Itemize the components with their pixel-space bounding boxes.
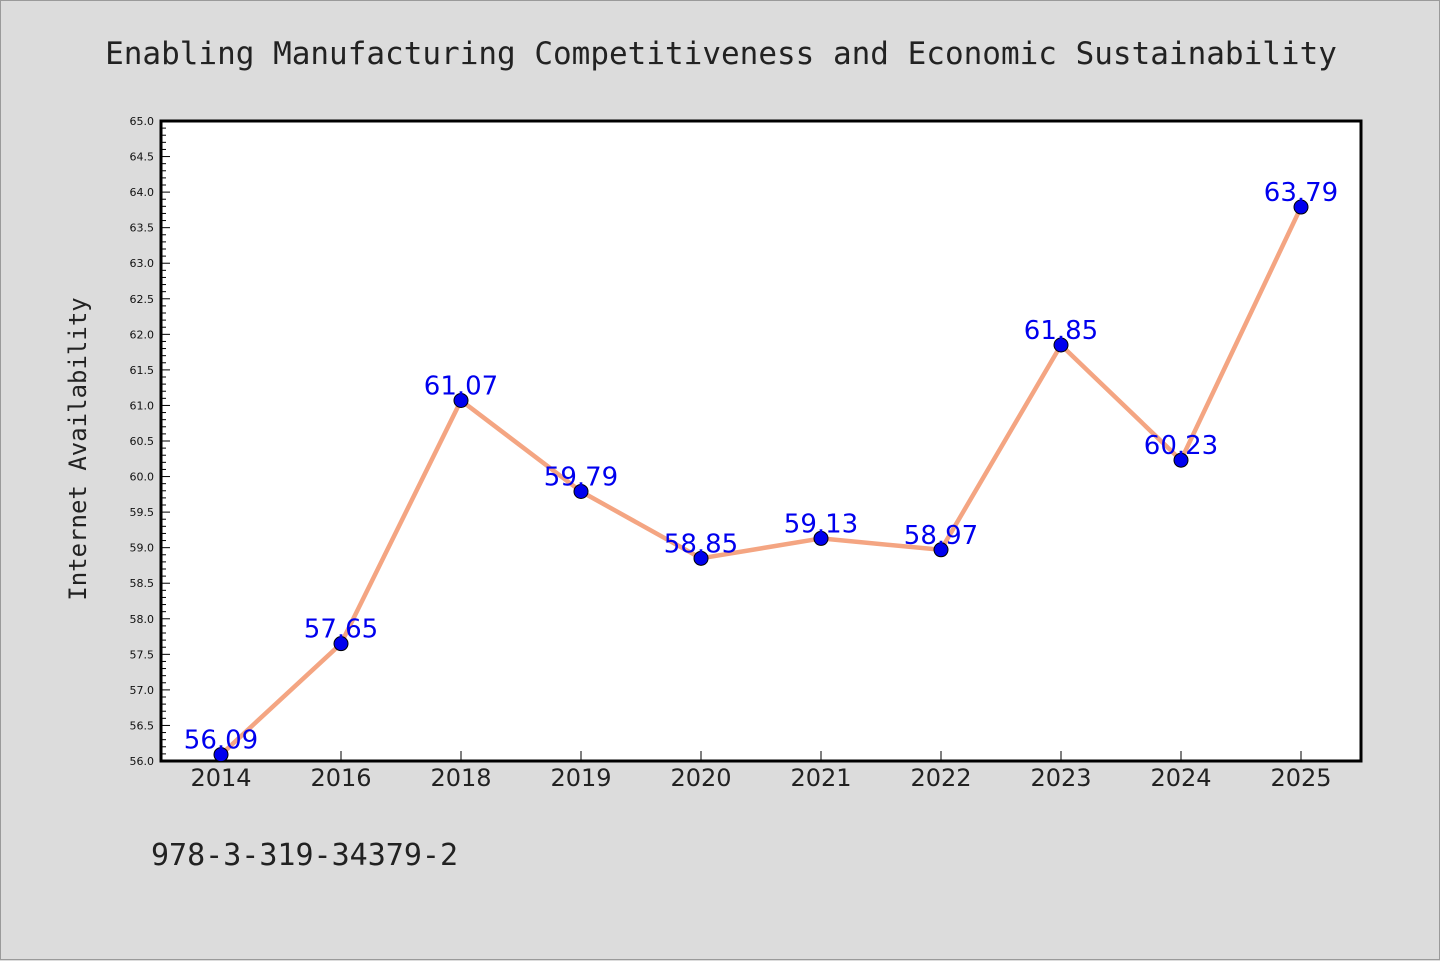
data-label: 56.09 (184, 726, 258, 756)
y-tick-label: 57.0 (130, 684, 155, 697)
data-point (573, 483, 589, 499)
data-point (693, 550, 709, 566)
y-tick-label: 61.0 (130, 399, 155, 412)
y-tick-label: 64.0 (130, 186, 155, 199)
x-tick-label: 2021 (790, 764, 851, 792)
y-tick-label: 56.0 (130, 755, 155, 768)
y-tick-label: 61.5 (130, 364, 155, 377)
y-tick-label: 63.5 (130, 222, 155, 235)
x-tick-label: 2025 (1270, 764, 1331, 792)
footer-isbn: 978-3-319-34379-2 (151, 838, 458, 873)
series-line (218, 204, 1304, 757)
x-tick-label: 2016 (310, 764, 371, 792)
data-point (1293, 199, 1309, 215)
y-tick-label: 58.5 (130, 577, 155, 590)
x-tick-label: 2022 (910, 764, 971, 792)
data-label: 61.07 (424, 371, 498, 401)
data-label: 63.79 (1264, 178, 1338, 208)
data-label: 61.85 (1024, 316, 1098, 346)
y-tick-label: 60.0 (130, 471, 155, 484)
data-point (1173, 452, 1189, 468)
data-label: 60.23 (1144, 431, 1218, 461)
y-tick-label: 62.5 (130, 293, 155, 306)
y-tick-label: 59.5 (130, 506, 155, 519)
x-tick-label: 2024 (1150, 764, 1211, 792)
data-label: 58.97 (904, 521, 978, 551)
y-tick-label: 62.0 (130, 328, 155, 341)
y-tick-label: 58.0 (130, 613, 155, 626)
y-tick-label: 56.5 (130, 719, 155, 732)
x-tick-label: 2020 (670, 764, 731, 792)
y-tick-label: 59.0 (130, 542, 155, 555)
data-point (453, 392, 469, 408)
data-point (933, 542, 949, 558)
data-label: 59.79 (544, 462, 618, 492)
y-tick-label: 65.0 (130, 115, 155, 128)
x-tick-label: 2018 (430, 764, 491, 792)
y-tick-label: 64.5 (130, 151, 155, 164)
y-tick-label: 60.5 (130, 435, 155, 448)
data-point (813, 530, 829, 546)
data-point (1053, 337, 1069, 353)
y-tick-label: 63.0 (130, 257, 155, 270)
y-axis-label: Internet Availability (64, 297, 92, 600)
x-tick-label: 2019 (550, 764, 611, 792)
data-label: 57.65 (304, 615, 378, 645)
series-layer: 56.09 57.65 61.07 59.79 58.85 59.13 58.97 61.85… (184, 178, 1338, 763)
chart-title: Enabling Manufacturing Competitiveness a… (105, 36, 1337, 72)
data-point (333, 636, 349, 652)
x-axis: 2014 2016 2018 2019 2020 2021 2022 2023 2024 2025 (190, 751, 1332, 792)
x-tick-label: 2014 (190, 764, 251, 792)
data-point (213, 747, 229, 763)
data-label: 59.13 (784, 509, 858, 539)
y-tick-label: 57.5 (130, 648, 155, 661)
x-tick-label: 2023 (1030, 764, 1091, 792)
data-label: 58.85 (664, 529, 738, 559)
y-axis: 56.0 56.5 57.0 57.5 58.0 58.5 59.0 59.5 60.0 60.5… (130, 115, 170, 768)
